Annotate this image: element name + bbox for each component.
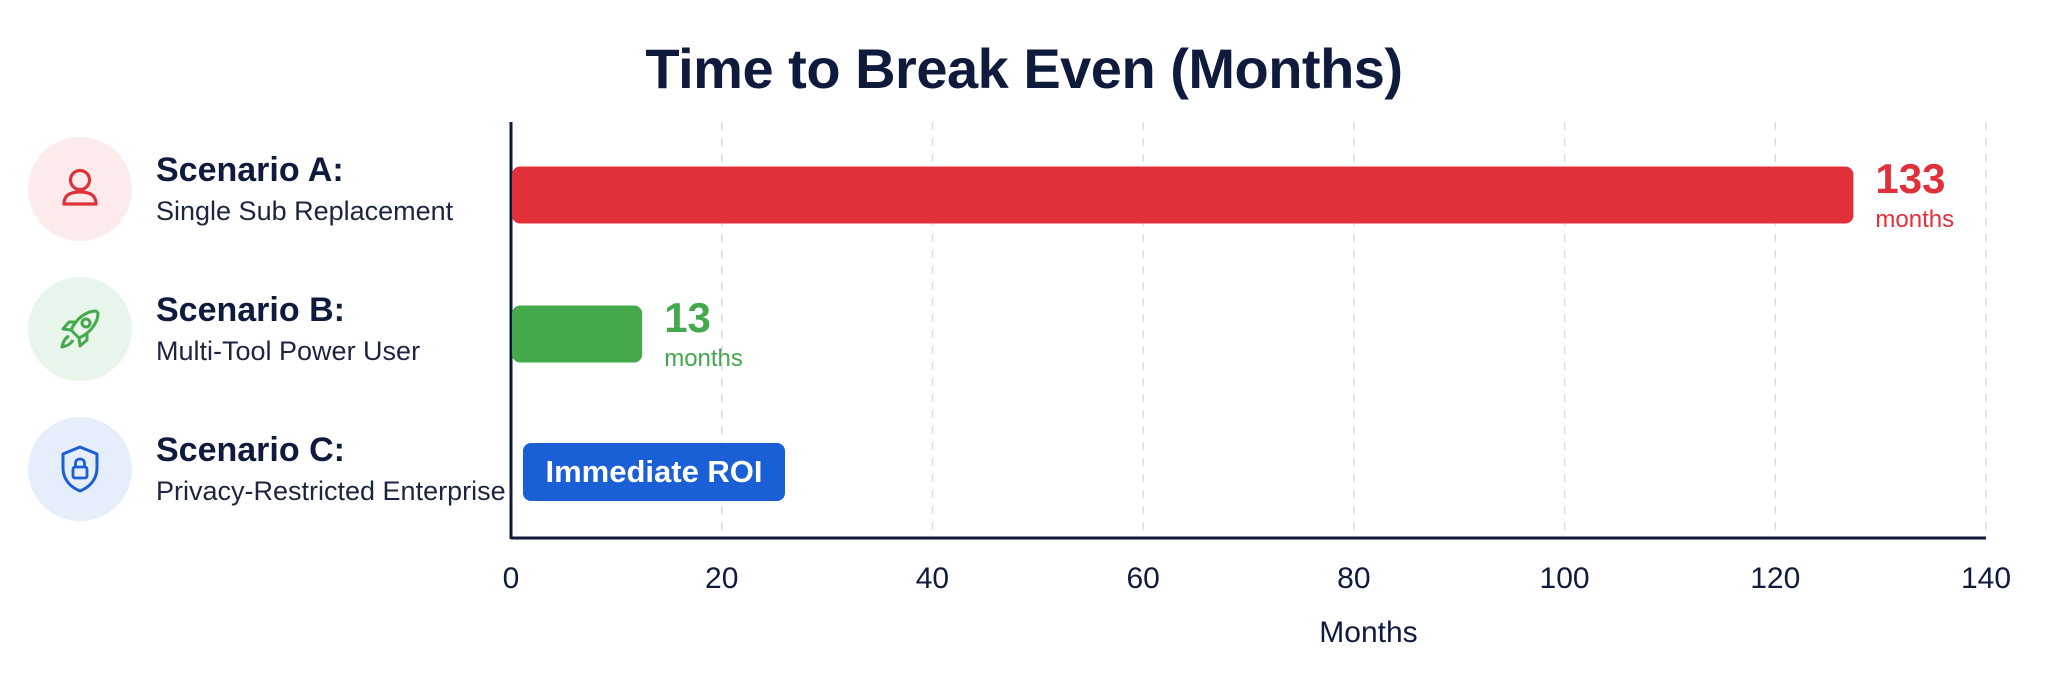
scenario-a-description: Single Sub Replacement: [156, 196, 454, 226]
scenario-label-b: Scenario B: Multi-Tool Power User: [28, 276, 420, 382]
x-axis-title: Months: [1319, 616, 1417, 649]
scenario-a-name: Scenario A:: [156, 151, 344, 189]
scenario-label-a: Scenario A: Single Sub Replacement: [28, 136, 453, 242]
bar-scenario-a: [512, 166, 1854, 224]
x-tick-label-0: 0: [503, 562, 520, 595]
x-tick-label-80: 80: [1337, 562, 1370, 595]
scenario-label-c: Scenario C: Privacy-Restricted Enterpris…: [28, 416, 506, 522]
chart-title: Time to Break Even (Months): [645, 37, 1403, 100]
user-icon-badge: [28, 137, 132, 241]
x-tick-label-20: 20: [705, 562, 738, 595]
x-tick-label-120: 120: [1750, 562, 1800, 595]
scenario-b-name: Scenario B:: [156, 291, 345, 329]
scenario-b-description: Multi-Tool Power User: [156, 336, 421, 366]
immediate-roi-badge: Immediate ROI: [523, 443, 785, 501]
x-tick-label-100: 100: [1540, 562, 1590, 595]
user-icon: [62, 168, 98, 206]
data-label-unit-b: months: [664, 345, 743, 372]
rocket-icon-badge: [28, 277, 132, 381]
data-label-value-a: 133: [1875, 155, 1945, 202]
rocket-icon: [60, 309, 100, 349]
bar-scenario-b: [512, 305, 643, 363]
scenario-c-description: Privacy-Restricted Enterprise: [156, 476, 506, 506]
x-tick-label-60: 60: [1126, 562, 1159, 595]
data-label-unit-a: months: [1875, 206, 1954, 233]
x-tick-label-140: 140: [1961, 562, 2011, 595]
shield-lock-icon-badge: [28, 417, 132, 521]
scenario-c-name: Scenario C:: [156, 431, 345, 469]
shield-lock-icon: [61, 445, 99, 493]
x-tick-label-40: 40: [916, 562, 949, 595]
data-label-value-b: 13: [664, 294, 711, 341]
